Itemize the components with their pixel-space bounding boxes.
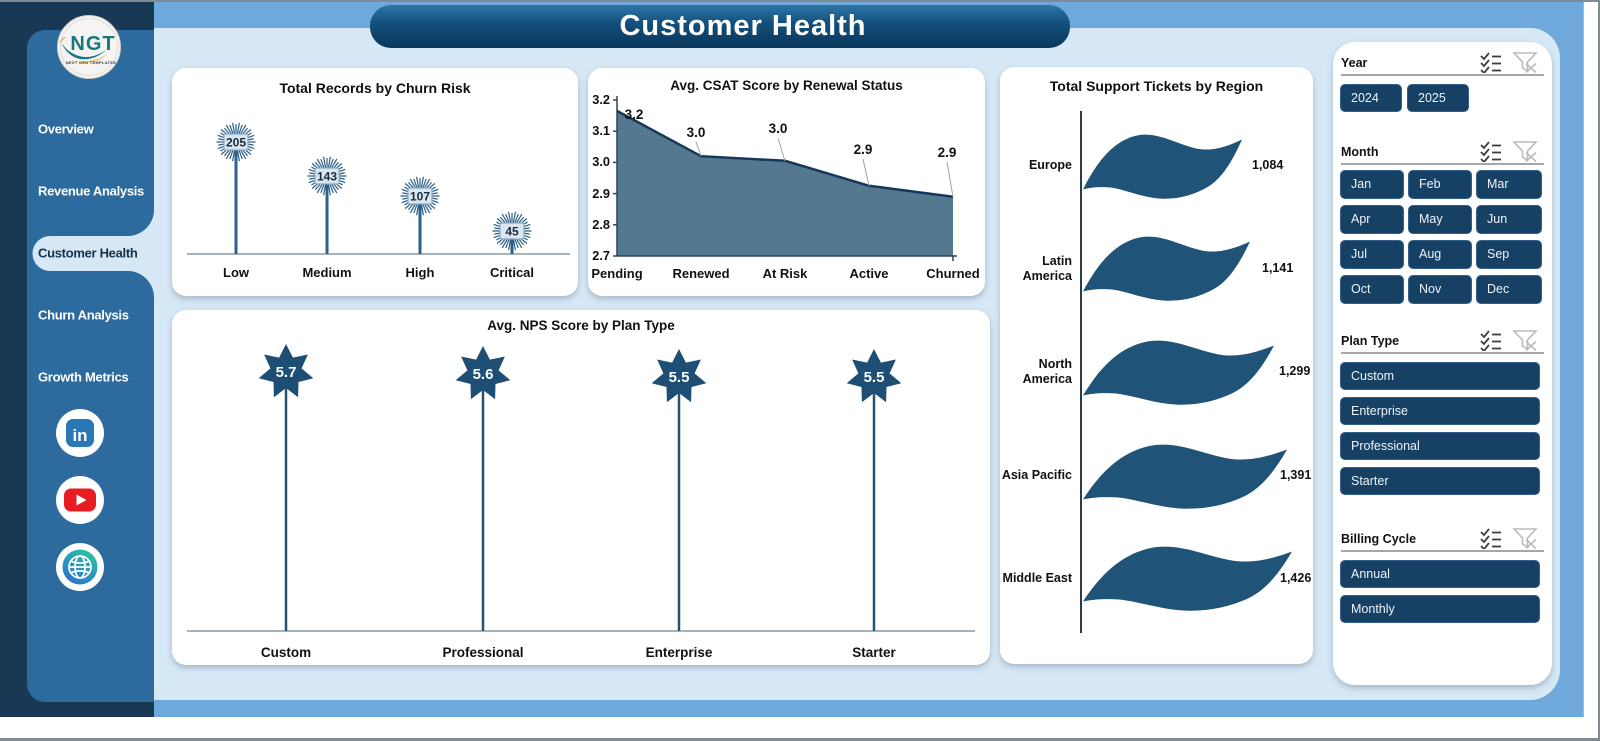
svg-text:At Risk: At Risk [763, 266, 809, 281]
svg-text:3.0: 3.0 [769, 121, 788, 136]
svg-text:Enterprise: Enterprise [646, 645, 713, 660]
svg-text:Renewed: Renewed [672, 266, 729, 281]
svg-text:Custom: Custom [261, 645, 311, 660]
svg-text:2.9: 2.9 [854, 142, 873, 157]
svg-text:1,084: 1,084 [1252, 158, 1283, 172]
svg-text:1,426: 1,426 [1280, 571, 1311, 585]
svg-text:1,299: 1,299 [1279, 364, 1310, 378]
svg-text:Asia Pacific: Asia Pacific [1002, 468, 1072, 482]
svg-text:2.8: 2.8 [592, 217, 610, 232]
svg-text:Active: Active [849, 266, 888, 281]
svg-text:2.9: 2.9 [938, 145, 957, 160]
svg-text:3.1: 3.1 [592, 123, 610, 138]
svg-text:North: North [1039, 357, 1072, 371]
svg-text:5.5: 5.5 [669, 369, 690, 386]
svg-text:Professional: Professional [442, 645, 523, 660]
svg-text:3.2: 3.2 [592, 92, 610, 107]
svg-text:5.7: 5.7 [276, 364, 297, 381]
svg-text:Europe: Europe [1029, 158, 1072, 172]
svg-text:3.0: 3.0 [687, 125, 706, 140]
svg-text:Churned: Churned [926, 266, 980, 281]
svg-text:High: High [406, 265, 435, 280]
svg-text:1,391: 1,391 [1280, 468, 1311, 482]
svg-text:5.6: 5.6 [473, 366, 494, 383]
svg-text:America: America [1023, 372, 1073, 386]
svg-text:Critical: Critical [490, 265, 534, 280]
svg-text:Low: Low [223, 265, 250, 280]
svg-text:Latin: Latin [1042, 254, 1072, 268]
svg-text:205: 205 [226, 136, 246, 150]
svg-text:143: 143 [317, 170, 337, 184]
svg-text:3.2: 3.2 [625, 107, 644, 122]
svg-text:2.9: 2.9 [592, 186, 610, 201]
svg-text:NGT: NGT [70, 33, 115, 55]
svg-text:1,141: 1,141 [1262, 261, 1293, 275]
svg-text:Starter: Starter [852, 645, 896, 660]
svg-text:in: in [72, 426, 87, 445]
svg-text:107: 107 [410, 190, 430, 204]
svg-text:45: 45 [505, 225, 519, 239]
svg-text:2.7: 2.7 [592, 248, 610, 263]
svg-text:5.5: 5.5 [864, 369, 885, 386]
svg-text:3.0: 3.0 [592, 154, 610, 169]
svg-text:America: America [1023, 269, 1073, 283]
svg-text:Medium: Medium [302, 265, 351, 280]
svg-text:NEXT GEN TEMPLATES: NEXT GEN TEMPLATES [66, 61, 116, 65]
svg-text:Middle East: Middle East [1003, 571, 1073, 585]
svg-text:Pending: Pending [591, 266, 642, 281]
